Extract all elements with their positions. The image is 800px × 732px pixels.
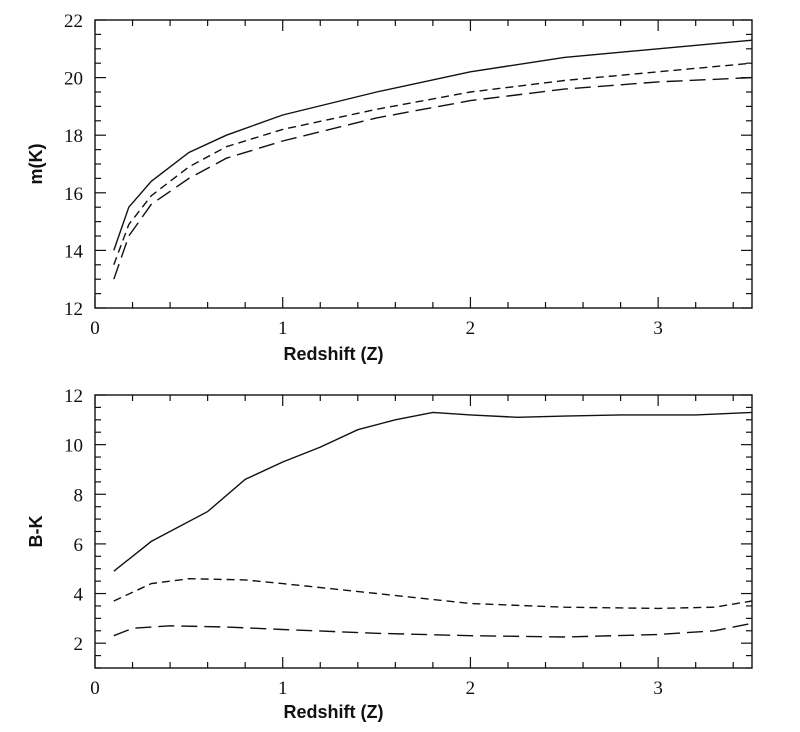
x-tick-label: 3	[653, 318, 663, 339]
series-line-long-dashed	[113, 76, 753, 280]
plot-frame	[94, 394, 753, 669]
x-tick-label: 2	[466, 678, 476, 699]
x-axis-title: Redshift (Z)	[284, 702, 384, 722]
y-tick-label: 20	[64, 69, 83, 90]
y-tick-label: 12	[64, 299, 83, 320]
y-tick-label: 14	[64, 241, 84, 262]
x-tick-label: 1	[278, 318, 288, 339]
x-tick-label: 0	[90, 678, 100, 699]
series-line-solid	[113, 411, 753, 572]
series-line-solid	[113, 39, 753, 251]
y-tick-label: 18	[64, 126, 83, 147]
y-tick-label: 2	[74, 634, 84, 655]
y-tick-label: 16	[64, 184, 83, 205]
y-tick-label: 22	[64, 11, 83, 32]
y-tick-label: 6	[74, 535, 84, 556]
series-line-dashed	[113, 62, 753, 266]
x-axis-title: Redshift (Z)	[284, 344, 384, 364]
x-tick-label: 2	[466, 318, 476, 339]
y-tick-label: 12	[64, 386, 83, 407]
y-tick-label: 8	[74, 485, 84, 506]
x-tick-label: 1	[278, 678, 288, 699]
series-line-long-dashed	[113, 622, 753, 638]
x-tick-label: 3	[653, 678, 663, 699]
x-tick-label: 0	[90, 318, 100, 339]
y-axis-title: B-K	[26, 516, 46, 548]
y-tick-label: 4	[74, 585, 84, 606]
y-axis-title: m(K)	[26, 144, 46, 185]
series-line-dashed	[113, 577, 753, 610]
y-tick-label: 10	[64, 436, 83, 457]
